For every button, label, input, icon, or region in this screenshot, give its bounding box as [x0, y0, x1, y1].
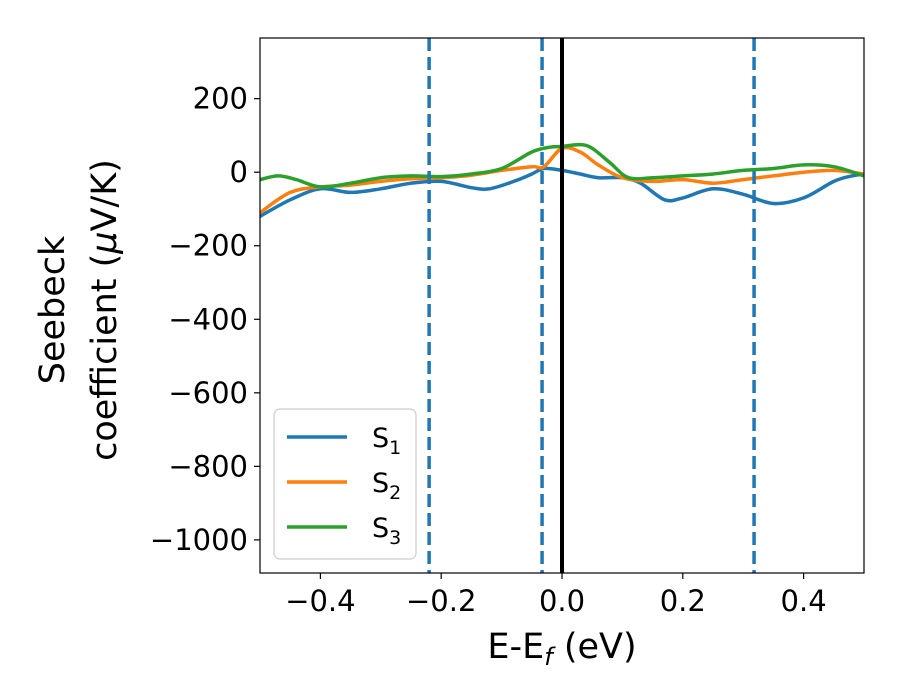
x-tick-label: 0.0	[539, 584, 585, 618]
reference-lines	[427, 38, 756, 573]
x-axis-label: E-Ef (eV)	[487, 627, 636, 671]
legend-label-s3: S3	[372, 513, 401, 549]
y-axis-ticks: 200 0 −200 −400 −600 −800 −1000	[150, 82, 260, 557]
x-axis-ticks: −0.4 −0.2 0.0 0.2 0.4	[285, 573, 827, 618]
y-tick-label: 200	[193, 82, 248, 116]
x-tick-label: 0.4	[781, 584, 827, 618]
y-tick-label: −600	[168, 376, 248, 410]
legend-label-s1: S1	[372, 423, 401, 459]
x-tick-label: −0.2	[406, 584, 476, 618]
y-tick-label: −1000	[150, 523, 248, 557]
y-tick-label: 0	[230, 155, 248, 189]
y-axis-label: Seebeck coefficient (μV/K)	[33, 159, 125, 461]
y-tick-label: −800	[168, 449, 248, 483]
y-axis-label-line1: Seebeck	[33, 235, 73, 384]
series-line-s1	[260, 166, 864, 219]
y-axis-label-line2: coefficient (μV/K)	[85, 159, 125, 461]
legend-label-s2: S2	[372, 468, 401, 504]
legend-box	[273, 408, 417, 560]
legend: S1 S2 S3	[273, 408, 417, 560]
y-tick-label: −400	[168, 302, 248, 336]
x-tick-label: 0.2	[660, 584, 706, 618]
x-tick-label: −0.4	[285, 584, 355, 618]
y-tick-label: −200	[168, 229, 248, 263]
